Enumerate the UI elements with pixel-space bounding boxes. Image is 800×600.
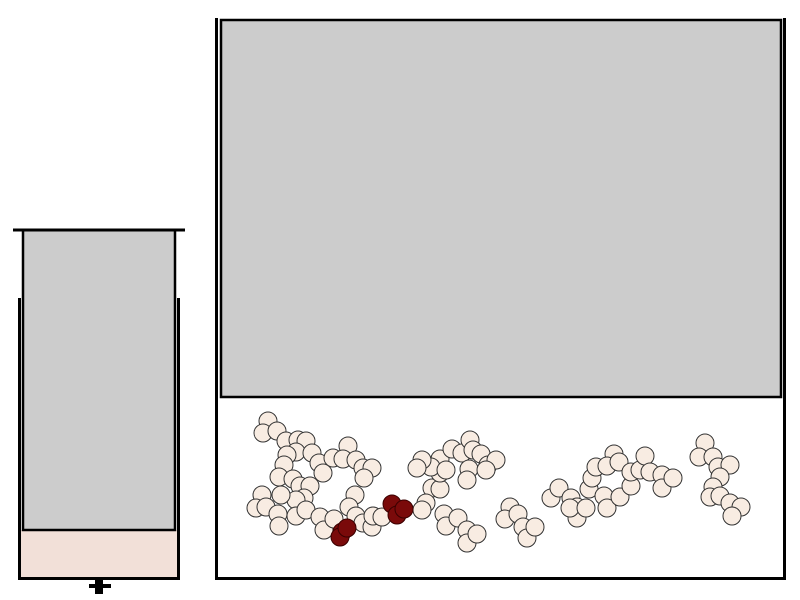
molecule-atom [476,460,496,480]
small-piston[interactable] [21,228,177,532]
molecule-atom [722,506,742,526]
molecules [246,411,751,553]
molecule-atom [269,516,289,536]
molecule-atom [597,498,617,518]
small-liquid [20,530,178,578]
valve-icon[interactable] [89,580,111,594]
molecule-atom [576,498,596,518]
small-cylinder [13,228,185,594]
molecule-atom [430,479,450,499]
molecule-atom [407,458,427,478]
molecule-atom [457,470,477,490]
molecule-atom [560,498,580,518]
large-cylinder [215,18,786,580]
molecule-atom [354,468,374,488]
molecule-atom [271,485,291,505]
molecule-atom [436,460,456,480]
marked-atom [337,518,357,538]
molecule-atom [467,524,487,544]
molecule-atom [635,446,655,466]
marked-atom [394,499,414,519]
molecule-atom [525,517,545,537]
molecule-atom [412,500,432,520]
molecule-atom [663,468,683,488]
large-piston[interactable] [219,18,783,399]
molecule-atom [313,463,333,483]
